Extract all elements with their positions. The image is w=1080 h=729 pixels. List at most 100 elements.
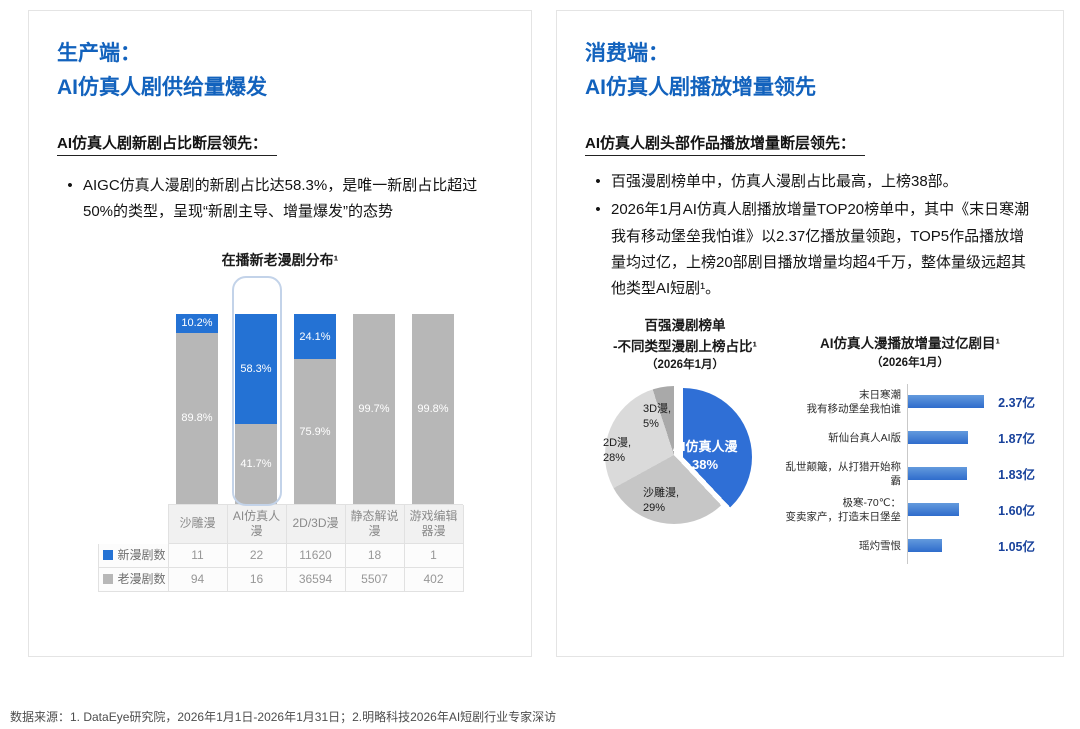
- pie-label-main-line1: AI仿真人漫: [672, 439, 738, 455]
- hbar-chart-title: AI仿真人漫播放增量过亿剧目¹ （2026年1月）: [785, 334, 1035, 372]
- pie-title-line2: -不同类型漫剧上榜占比¹: [613, 338, 757, 354]
- hbar-bar: [908, 467, 967, 481]
- bar-column-shadiao: 10.2% 89.8%: [168, 313, 227, 504]
- hbar-label: 瑶灼雪恨: [785, 539, 901, 553]
- consumption-section-label: AI仿真人剧头部作品播放增量断层领先：: [585, 132, 1035, 157]
- production-section-label: AI仿真人剧新剧占比断层领先：: [57, 132, 503, 157]
- pie-label-main-line2: 38%: [691, 456, 719, 472]
- hbar-title-line1: AI仿真人漫播放增量过亿剧目¹: [820, 336, 1000, 352]
- hbar-track: [907, 491, 987, 528]
- table-cell: 36594: [286, 567, 346, 592]
- segment-label: 75.9%: [299, 425, 331, 438]
- hbar-rows: 末日寒潮 我有移动堡垒我怕谁 2.37亿 斩仙台真人AI版 1.87亿: [785, 383, 1035, 564]
- production-bullet: • AIGC仿真人漫剧的新剧占比达58.3%，是唯一新剧占比超过50%的类型，呈…: [57, 173, 503, 226]
- segment-label: 24.1%: [299, 330, 331, 343]
- hbar-title-line2: （2026年1月）: [871, 356, 949, 369]
- hbar-label-line: 末日寒潮: [859, 388, 901, 401]
- segment-label: 58.3%: [240, 363, 272, 376]
- hbar-label: 乱世颠簸，从打猎开始称霸: [785, 460, 902, 488]
- hbar-track: [907, 527, 987, 564]
- hbar-value: 1.83亿: [998, 468, 1035, 483]
- hbar-value: 2.37亿: [998, 396, 1035, 411]
- hbar-value: 1.05亿: [998, 540, 1035, 555]
- table-cell: 94: [168, 567, 228, 592]
- production-panel-title: 生产端： AI仿真人剧供给量爆发: [57, 37, 503, 104]
- table-cell: 11: [168, 543, 228, 568]
- pie-chart-title: 百强漫剧榜单 -不同类型漫剧上榜占比¹ （2026年1月）: [585, 316, 785, 374]
- legend-swatch-new-icon: [102, 550, 113, 561]
- hbar-label-line: 瑶灼雪恨: [859, 539, 901, 552]
- consumption-panel: 消费端： AI仿真人剧播放增量领先 AI仿真人剧头部作品播放增量断层领先： • …: [556, 10, 1064, 657]
- production-title-line2: AI仿真人剧供给量爆发: [57, 75, 267, 99]
- legend-old: 老漫剧数: [98, 567, 169, 592]
- bar-new-segment: 10.2%: [176, 313, 218, 334]
- category-header: 沙雕漫: [168, 504, 228, 544]
- bar-old-segment: 99.7%: [353, 314, 395, 504]
- table-cell: 11620: [286, 543, 346, 568]
- table-cell: 5507: [345, 567, 405, 592]
- legend-old-label: 老漫剧数: [117, 571, 166, 586]
- legend-new-label: 新漫剧数: [117, 547, 166, 562]
- bullet-dot-icon: •: [595, 173, 601, 191]
- bar-new-segment: 58.3%: [235, 313, 277, 425]
- hbar-value: 1.60亿: [998, 504, 1035, 519]
- hbar-label: 末日寒潮 我有移动堡垒我怕谁: [785, 388, 902, 416]
- category-header-row: 沙雕漫 AI仿真人漫 2D/3D漫 静态解说漫 游戏编辑器漫: [167, 503, 464, 544]
- production-panel: 生产端： AI仿真人剧供给量爆发 AI仿真人剧新剧占比断层领先： • AIGC仿…: [28, 10, 532, 657]
- pie-slice-main: [614, 388, 752, 527]
- production-section-label-text: AI仿真人剧新剧占比断层领先：: [57, 135, 278, 157]
- hbar-track: [907, 383, 987, 420]
- consumption-bullet-1-text: 百强漫剧榜单中，仿真人漫剧占比最高，上榜38部。: [611, 173, 958, 191]
- hbar-bar: [908, 395, 984, 409]
- table-cell: 402: [404, 567, 464, 592]
- bar-old-segment: 41.7%: [235, 424, 277, 504]
- consumption-section-label-text: AI仿真人剧头部作品播放增量断层领先：: [585, 135, 866, 157]
- segment-label: 41.7%: [240, 458, 272, 471]
- consumption-bullet-2: • 2026年1月AI仿真人剧播放增量TOP20榜单中，其中《末日寒潮我有移动堡…: [585, 197, 1035, 302]
- hbar-label: 斩仙台真人AI版: [785, 431, 901, 445]
- bullet-dot-icon: •: [67, 177, 73, 195]
- hbar-row: 斩仙台真人AI版 1.87亿: [785, 419, 1035, 456]
- hbar-row: 乱世颠簸，从打猎开始称霸 1.83亿: [785, 455, 1035, 492]
- stacked-bar-plot: 10.2% 89.8% 58.3% 41.7% 24.1% 75.9% 99.7…: [98, 275, 463, 506]
- bar-old-segment: 99.8%: [412, 314, 454, 504]
- bar-column-2d3d: 24.1% 75.9%: [286, 313, 345, 504]
- table-cell: 18: [345, 543, 405, 568]
- stacked-bar-chart: 10.2% 89.8% 58.3% 41.7% 24.1% 75.9% 99.7…: [97, 275, 464, 592]
- legend-new: 新漫剧数: [98, 543, 169, 568]
- hbar-track: [907, 419, 987, 456]
- bar-column-static: 99.7%: [345, 313, 404, 504]
- bar-new-segment: [353, 313, 395, 315]
- category-header: AI仿真人漫: [227, 504, 287, 544]
- pie-label-2d: 2D漫, 28%: [603, 437, 632, 465]
- stacked-chart-title: 在播新老漫剧分布¹: [221, 251, 339, 268]
- production-title-line1: 生产端：: [57, 42, 141, 65]
- hbar-label: 极寒-70℃： 变卖家产，打造末日堡垒: [785, 496, 902, 524]
- hbar-chart-block: AI仿真人漫播放增量过亿剧目¹ （2026年1月） 末日寒潮 我有移动堡垒我怕谁…: [785, 316, 1035, 564]
- consumption-charts: 百强漫剧榜单 -不同类型漫剧上榜占比¹ （2026年1月） 3D漫, 5% 2D…: [585, 316, 1035, 564]
- hbar-label-line: 我有移动堡垒我怕谁: [806, 402, 902, 415]
- hbar-label-line: 乱世颠簸，从打猎开始称霸: [785, 460, 902, 487]
- hbar-track: [907, 455, 987, 492]
- consumption-panel-title: 消费端： AI仿真人剧播放增量领先: [585, 37, 1035, 104]
- bar-old-segment: 75.9%: [294, 359, 336, 504]
- bar-new-segment: 24.1%: [294, 313, 336, 360]
- segment-label: 89.8%: [181, 412, 213, 425]
- table-cell: 16: [227, 567, 287, 592]
- data-source-footer: 数据来源：1. DataEye研究院，2026年1月1日-2026年1月31日；…: [10, 710, 557, 724]
- hbar-value: 1.87亿: [998, 432, 1035, 447]
- consumption-bullet-1: • 百强漫剧榜单中，仿真人漫剧占比最高，上榜38部。: [585, 169, 1035, 195]
- bar-old-segment: 89.8%: [176, 333, 218, 504]
- bullet-dot-icon: •: [595, 201, 601, 219]
- table-cell: 22: [227, 543, 287, 568]
- bar-column-ai: 58.3% 41.7%: [227, 313, 286, 504]
- category-header: 2D/3D漫: [286, 504, 346, 544]
- hbar-row: 末日寒潮 我有移动堡垒我怕谁 2.37亿: [785, 383, 1035, 420]
- hbar-row: 瑶灼雪恨 1.05亿: [785, 527, 1035, 564]
- category-header: 游戏编辑器漫: [404, 504, 464, 544]
- segment-label: 99.8%: [417, 402, 449, 415]
- pie-label-3d: 3D漫, 5%: [643, 403, 672, 431]
- hbar-bar: [908, 431, 968, 445]
- hbar-bar: [908, 503, 960, 517]
- consumption-bullet-2-text: 2026年1月AI仿真人剧播放增量TOP20榜单中，其中《末日寒潮我有移动堡垒我…: [611, 201, 1030, 298]
